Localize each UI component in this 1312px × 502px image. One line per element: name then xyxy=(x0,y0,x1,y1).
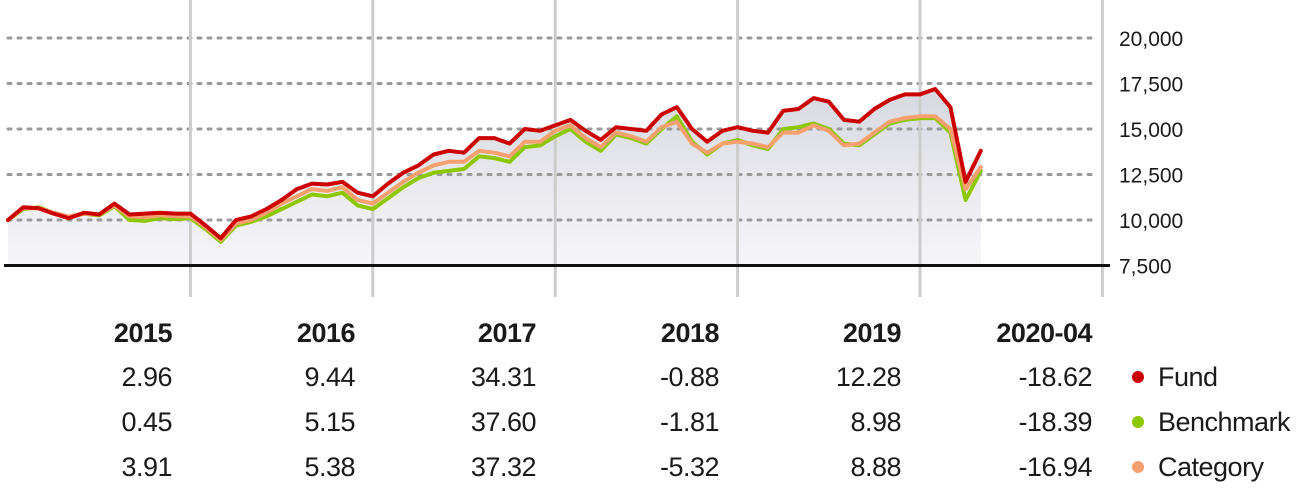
y-tick-label: 17,500 xyxy=(1119,74,1183,97)
year-header: 2020-04 xyxy=(996,318,1092,348)
legend-dot-benchmark xyxy=(1132,416,1144,428)
y-tick-label: 15,000 xyxy=(1119,119,1183,142)
y-tick-label: 12,500 xyxy=(1119,165,1183,188)
legend-item-category: Category xyxy=(1132,452,1264,482)
fund-return-cell: 12.28 xyxy=(835,362,902,392)
series-line-fund xyxy=(6,87,983,241)
legend-dot-category xyxy=(1132,461,1144,473)
legend-label: Benchmark xyxy=(1158,406,1291,437)
fund-return-cell: -18.62 xyxy=(1018,362,1092,392)
category-return-cell: 3.91 xyxy=(121,452,172,482)
benchmark-return-cell: -18.39 xyxy=(1018,407,1092,437)
fund-return-cell: 34.31 xyxy=(470,362,537,392)
y-tick-label: 10,000 xyxy=(1119,210,1183,233)
y-tick-label: 20,000 xyxy=(1119,28,1183,51)
fund-area-fill xyxy=(8,89,981,266)
benchmark-return-cell: 37.60 xyxy=(470,407,537,437)
fund-return-cell: 2.96 xyxy=(121,362,172,392)
legend-item-benchmark: Benchmark xyxy=(1132,406,1291,437)
category-return-cell: 8.88 xyxy=(850,452,901,482)
year-header: 2019 xyxy=(842,318,902,348)
fund-return-cell: -0.88 xyxy=(659,362,720,392)
year-header: 2017 xyxy=(477,318,537,348)
benchmark-return-cell: 5.15 xyxy=(304,407,355,437)
year-header: 2015 xyxy=(113,318,173,348)
category-return-cell: -16.94 xyxy=(1018,452,1092,482)
fund-return-cell: 9.44 xyxy=(304,362,355,392)
category-return-cell: 5.38 xyxy=(304,452,355,482)
year-header: 2016 xyxy=(296,318,356,348)
legend-label: Category xyxy=(1158,451,1264,482)
legend-dot-fund xyxy=(1132,371,1144,383)
annual-returns-table: 2015 2016 2017 2018 2019 2020-04 2.96 9.… xyxy=(0,300,1312,502)
series-line-category xyxy=(6,114,983,242)
benchmark-return-cell: 0.45 xyxy=(121,407,172,437)
benchmark-return-cell: -1.81 xyxy=(659,407,720,437)
category-return-cell: -5.32 xyxy=(659,452,720,482)
category-return-cell: 37.32 xyxy=(470,452,537,482)
legend-label: Fund xyxy=(1158,361,1218,392)
benchmark-return-cell: 8.98 xyxy=(850,407,901,437)
growth-chart: 20,000 17,500 15,000 12,500 10,000 7,500 xyxy=(4,0,1183,297)
y-tick-label: 7,500 xyxy=(1119,256,1172,279)
year-header: 2018 xyxy=(660,318,720,348)
legend-item-fund: Fund xyxy=(1132,362,1218,392)
